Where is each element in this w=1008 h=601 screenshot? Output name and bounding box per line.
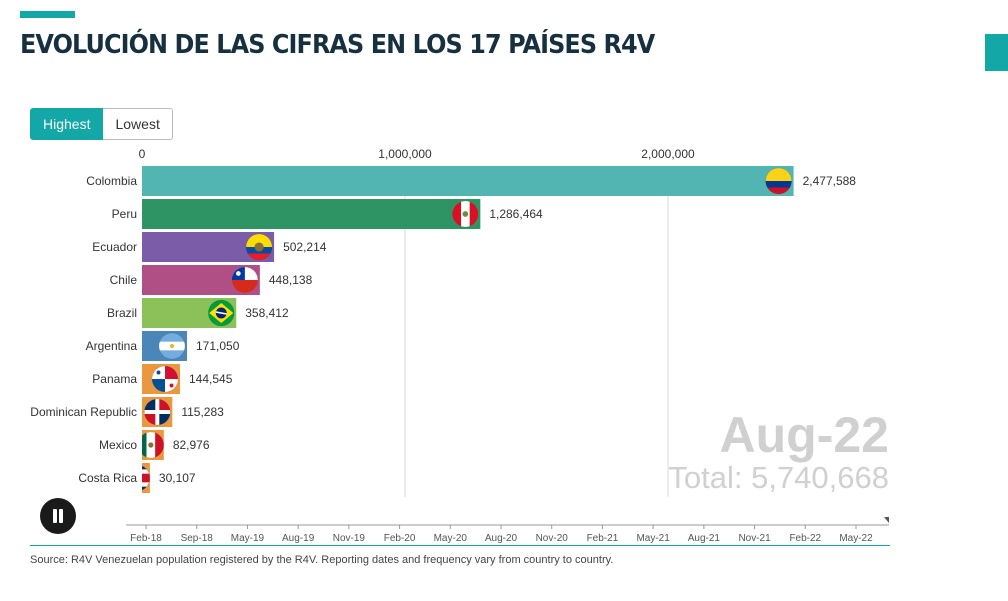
timeline-label: Feb-22 — [789, 533, 821, 544]
timeline-label: Feb-20 — [384, 533, 416, 544]
flag-outline — [765, 167, 792, 195]
mexico-flag-icon — [142, 432, 164, 458]
category-label: Colombia — [86, 174, 137, 188]
flag-holder — [765, 167, 792, 195]
timeline-label: Aug-21 — [688, 533, 721, 544]
bar-row: Ecuador 502,214 — [92, 232, 327, 262]
sort-toggle: Highest Lowest — [30, 108, 173, 140]
value-label: 30,107 — [159, 471, 196, 485]
timeline-label: May-21 — [636, 533, 670, 544]
bar-row: Dominican Republic 115,283 — [30, 397, 224, 427]
value-label: 358,412 — [245, 306, 289, 320]
flag-holder — [142, 465, 150, 491]
flag-holder — [144, 398, 171, 426]
x-tick-label: 1,000,000 — [378, 147, 432, 161]
category-label: Dominican Republic — [30, 405, 137, 419]
flag-outline — [142, 431, 164, 459]
ecuador-flag-icon — [246, 234, 273, 260]
timeline-label: Aug-19 — [282, 533, 315, 544]
flag-holder — [231, 266, 259, 294]
bar — [142, 166, 794, 196]
flag-outline — [151, 365, 179, 393]
timeline-label: May-22 — [839, 533, 873, 544]
flag-holder — [452, 200, 479, 228]
flag-outline — [452, 200, 479, 228]
value-label: 82,976 — [173, 438, 210, 452]
brazil-flag-icon — [208, 300, 235, 326]
value-label: 171,050 — [196, 339, 240, 353]
dominican-republic-flag-icon — [144, 399, 171, 425]
category-label: Panama — [92, 372, 137, 386]
timeline-label: May-19 — [231, 533, 265, 544]
total-label: Total: 5,740,668 — [668, 462, 889, 493]
bar-row: Mexico 82,976 — [99, 430, 210, 460]
category-label: Brazil — [107, 306, 137, 320]
flag-outline — [245, 233, 273, 261]
timeline-end-marker — [884, 517, 889, 523]
flag-outline — [158, 332, 186, 360]
category-label: Argentina — [86, 339, 138, 353]
timeline-label: Sep-18 — [181, 533, 214, 544]
value-label: 2,477,588 — [803, 174, 857, 188]
page-title: EVOLUCIÓN DE LAS CIFRAS EN LOS 17 PAÍSES… — [20, 30, 655, 60]
pause-icon-bar — [59, 509, 63, 523]
category-label: Costa Rica — [78, 471, 137, 485]
source-divider — [30, 545, 890, 546]
timeline-label: Nov-19 — [333, 533, 366, 544]
bar-row: Colombia 2,477,588 — [86, 166, 856, 196]
bar-row: Costa Rica 30,107 — [78, 463, 196, 493]
bar-row: Argentina 171,050 — [86, 331, 240, 361]
source-note: Source: R4V Venezuelan population regist… — [30, 554, 614, 566]
value-label: 1,286,464 — [489, 207, 543, 221]
side-panel-tab[interactable] — [985, 34, 1008, 71]
timeline-label: Feb-21 — [587, 533, 619, 544]
flag-holder — [142, 431, 164, 459]
bar-row: Panama 144,545 — [92, 364, 233, 394]
panama-flag-icon — [152, 366, 179, 392]
flag-holder — [208, 299, 235, 327]
category-label: Ecuador — [92, 240, 137, 254]
timeline-label: Nov-20 — [536, 533, 569, 544]
flag-holder — [158, 332, 186, 360]
flag-outline — [208, 299, 235, 327]
pause-icon — [53, 509, 57, 523]
total-label-text: Total: — [668, 460, 743, 495]
category-label: Mexico — [99, 438, 137, 452]
bar — [142, 199, 481, 229]
value-label: 115,283 — [181, 405, 224, 419]
category-label: Chile — [110, 273, 138, 287]
value-label: 502,214 — [283, 240, 327, 254]
header-accent-bar — [20, 11, 75, 18]
peru-flag-icon — [452, 201, 479, 227]
flag-outline — [142, 465, 150, 491]
total-value: 5,740,668 — [751, 460, 889, 495]
timeline-label: Nov-21 — [738, 533, 771, 544]
lowest-button[interactable]: Lowest — [103, 108, 173, 140]
x-tick-label: 0 — [139, 147, 146, 161]
flag-holder — [245, 233, 273, 261]
x-tick-label: 2,000,000 — [641, 147, 695, 161]
costa-rica-flag-icon — [142, 465, 150, 491]
chile-flag-icon — [231, 267, 258, 293]
flag-outline — [231, 266, 259, 294]
timeline-label: Feb-18 — [130, 533, 162, 544]
timeline-label: Aug-20 — [485, 533, 518, 544]
bar-row: Chile 448,138 — [110, 265, 313, 295]
category-label: Peru — [112, 207, 137, 221]
highest-button[interactable]: Highest — [30, 108, 104, 140]
flag-outline — [144, 398, 171, 426]
colombia-flag-icon — [765, 168, 792, 194]
current-date-label: Aug-22 — [719, 407, 889, 463]
argentina-flag-icon — [158, 333, 185, 359]
flag-holder — [151, 365, 179, 393]
bar-row: Brazil 358,412 — [107, 298, 289, 328]
bar-row: Peru 1,286,464 — [112, 199, 543, 229]
value-label: 144,545 — [189, 372, 233, 386]
value-label: 448,138 — [269, 273, 313, 287]
timeline-label: May-20 — [434, 533, 468, 544]
pause-button[interactable] — [40, 498, 76, 534]
